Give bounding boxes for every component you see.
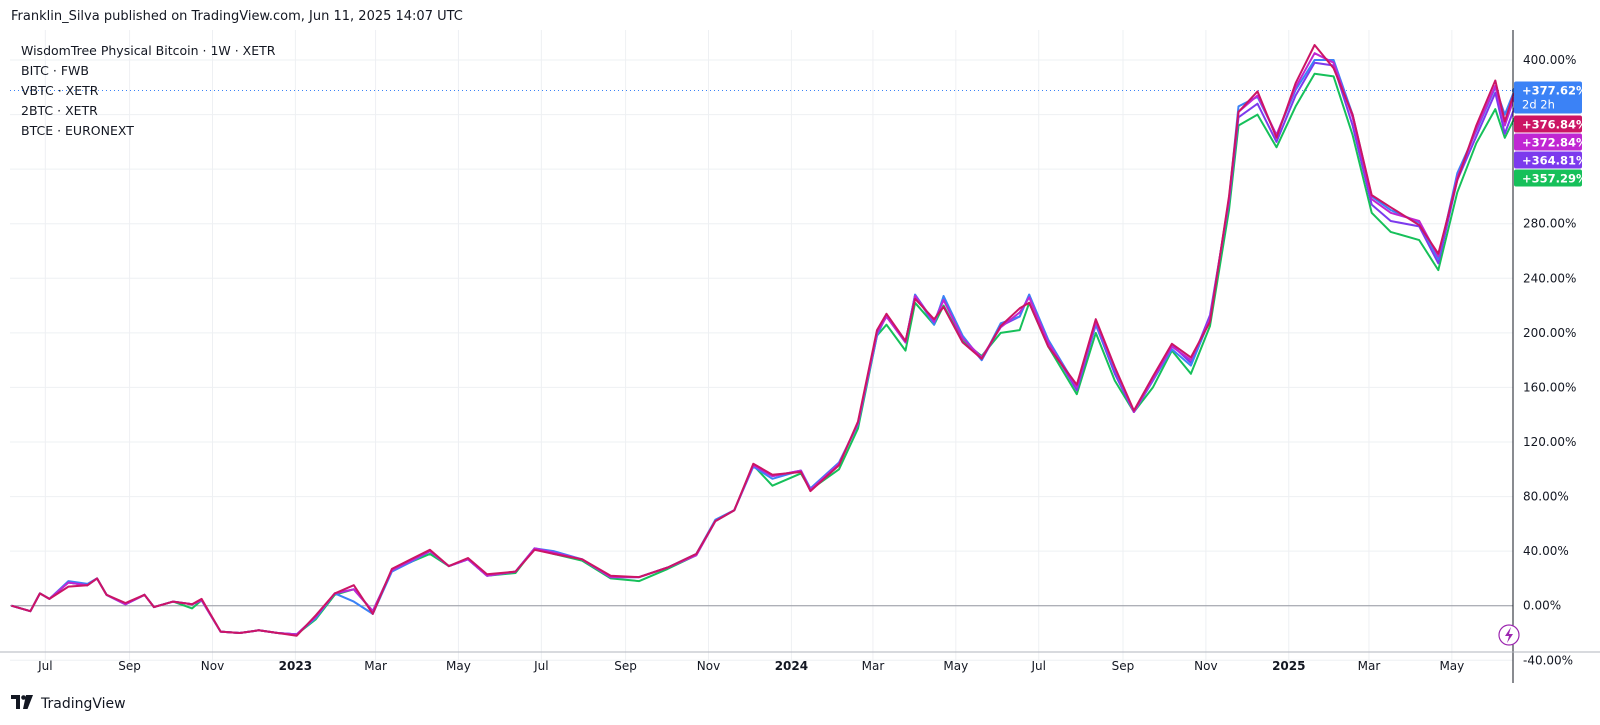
price-tick-label: 80.00%	[1523, 490, 1569, 504]
symbol-legend: WisdomTree Physical Bitcoin · 1W · XETR …	[21, 41, 275, 141]
series-line-1	[11, 44, 1516, 637]
price-tick-label: 40.00%	[1523, 544, 1569, 558]
time-tick-label: May	[943, 659, 968, 673]
time-tick-label: May	[446, 659, 471, 673]
time-tick-label: Mar	[862, 659, 885, 673]
price-tick-label: 400.00%	[1523, 53, 1576, 67]
tradingview-brand-text: TradingView	[41, 696, 126, 712]
time-tick-label: 2023	[279, 659, 312, 673]
series-value-badge-1	[1514, 115, 1582, 133]
legend-row-vbtc[interactable]: VBTC · XETR	[21, 83, 99, 98]
time-tick-label: Mar	[364, 659, 387, 673]
price-tick-label: 160.00%	[1523, 380, 1576, 394]
current-value-badge	[1514, 81, 1582, 114]
price-tick-label: 0.00%	[1523, 599, 1561, 613]
price-tick-label: 200.00%	[1523, 326, 1576, 340]
tv-logo-mark	[11, 695, 33, 709]
time-tick-label: 2025	[1272, 659, 1305, 673]
series-value-badge-label-1: +376.84%	[1522, 118, 1588, 132]
series-layer	[11, 44, 1517, 637]
time-tick-label: Sep	[614, 659, 637, 673]
current-value-badge-label: +377.62%	[1522, 84, 1588, 98]
tradingview-logo-icon	[11, 695, 35, 713]
time-tick-label: Nov	[1194, 659, 1217, 673]
price-tick-label: -40.00%	[1523, 653, 1573, 667]
legend-row-main-symbol[interactable]: WisdomTree Physical Bitcoin · 1W · XETR	[21, 43, 276, 58]
time-tick-label: May	[1439, 659, 1464, 673]
price-tick-label: 240.00%	[1523, 271, 1576, 285]
price-axis-labels: 400.00% 280.00% 240.00% 200.00% 160.00% 120.0…	[1523, 53, 1576, 667]
series-value-badge-4	[1514, 169, 1582, 187]
time-tick-label: Sep	[1112, 659, 1135, 673]
countdown-badge-label: 2d 2h	[1522, 98, 1555, 112]
publisher-caption: Franklin_Silva published on TradingView.…	[11, 9, 463, 24]
price-tick-label: 120.00%	[1523, 435, 1576, 449]
series-value-badge-label-4: +357.29%	[1522, 172, 1588, 186]
horizontal-gridlines	[10, 59, 1513, 661]
legend-row-btce[interactable]: BTCE · EURONEXT	[21, 123, 134, 138]
time-tick-label: Nov	[697, 659, 720, 673]
lightning-icon	[1505, 627, 1513, 643]
series-value-badges: +377.62%2d 2h +376.84% +372.84% +364.81% +35…	[1514, 81, 1588, 187]
time-tick-label: Jul	[533, 659, 548, 673]
tradingview-footer[interactable]: TradingView	[11, 695, 126, 713]
time-tick-label: 2024	[775, 659, 808, 673]
series-value-badge-label-2: +372.84%	[1522, 136, 1588, 150]
time-tick-label: Nov	[201, 659, 224, 673]
time-tick-label: Jul	[1030, 659, 1045, 673]
legend-row-2btc[interactable]: 2BTC · XETR	[21, 103, 98, 118]
legend-row-bitc[interactable]: BITC · FWB	[21, 63, 89, 78]
time-tick-label: Jul	[37, 659, 52, 673]
series-value-badge-2	[1514, 133, 1582, 151]
series-value-badge-3	[1514, 151, 1582, 169]
time-tick-label: Mar	[1358, 659, 1381, 673]
time-axis-labels: Jul Sep Nov 2023 Mar May Jul Sep Nov 2024 Mar May Ju…	[37, 659, 1464, 673]
price-tick-label: 280.00%	[1523, 217, 1576, 231]
time-tick-label: Sep	[118, 659, 141, 673]
vertical-gridlines	[44, 30, 1453, 663]
series-value-badge-label-3: +364.81%	[1522, 154, 1588, 168]
lightning-button[interactable]	[1498, 624, 1520, 646]
